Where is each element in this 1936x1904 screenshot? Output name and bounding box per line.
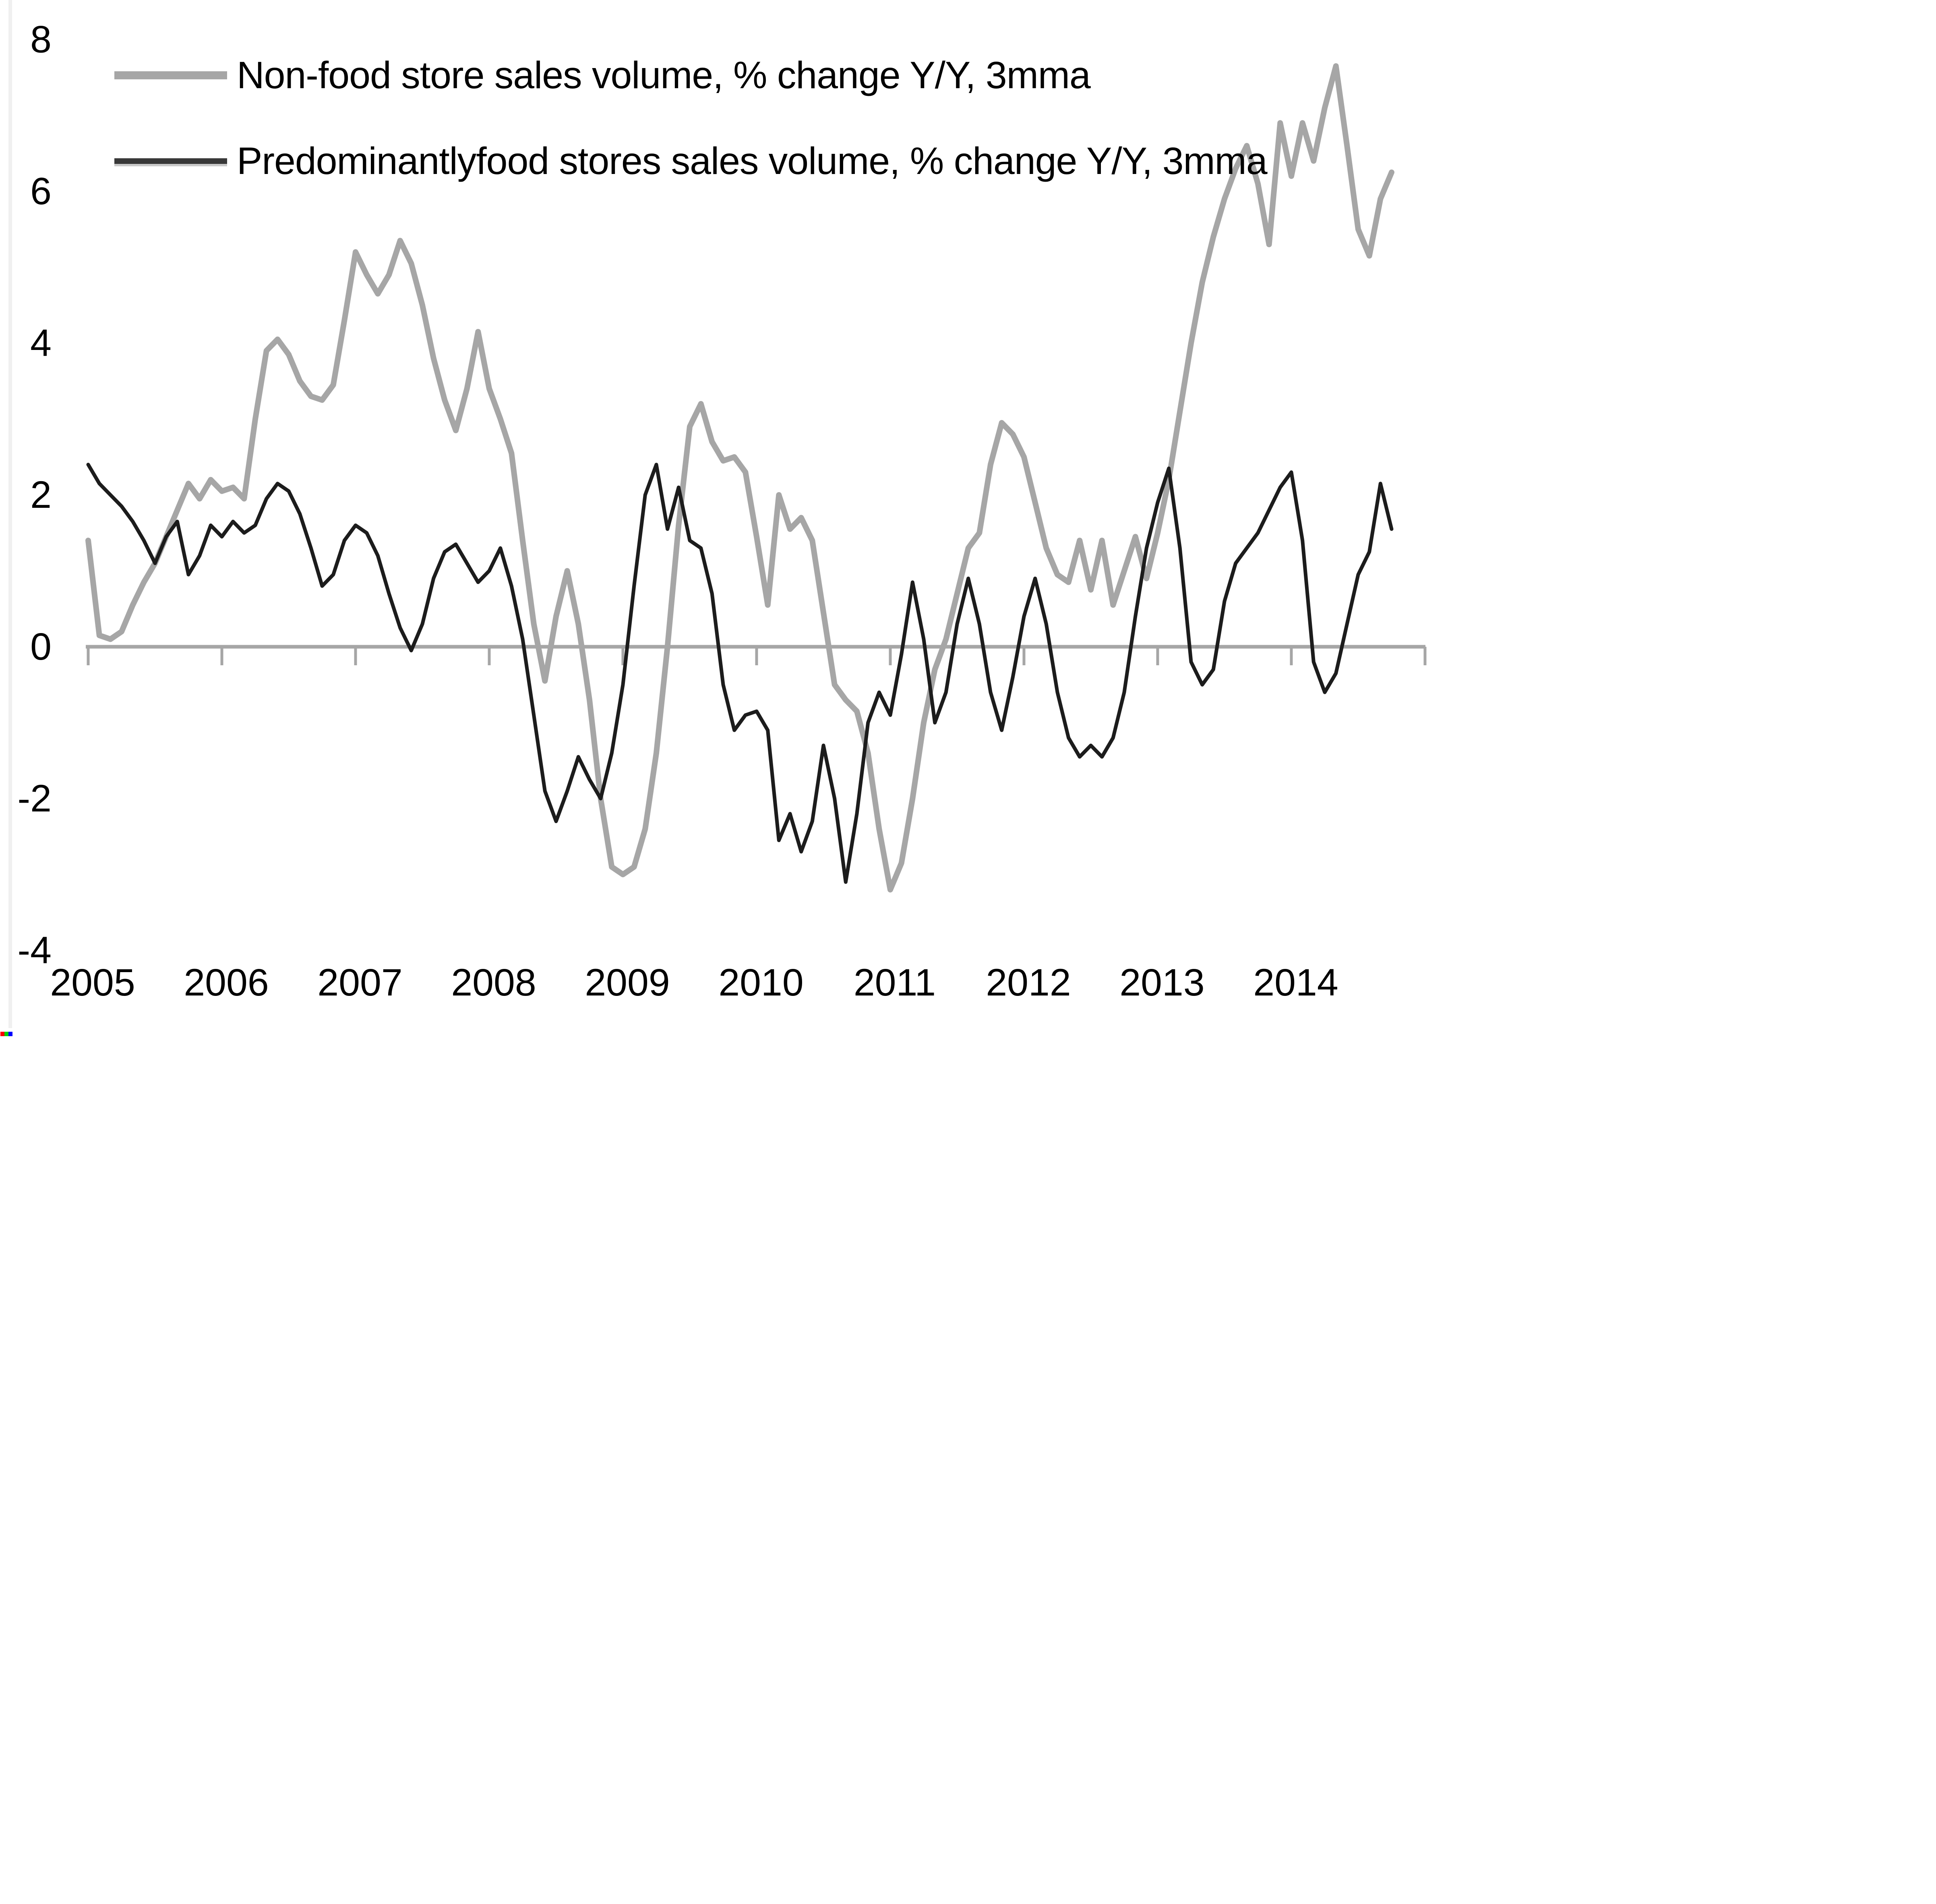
rgb-artifact-green xyxy=(4,1032,8,1036)
x-axis-tick-label: 2005 xyxy=(50,961,135,1004)
x-axis-tick-label: 2011 xyxy=(853,961,936,1004)
x-axis-tick-label: 2006 xyxy=(184,961,269,1004)
y-axis-tick-label: -2 xyxy=(17,777,52,820)
legend-line-swatch-food xyxy=(114,158,227,164)
rgb-artifact-marker xyxy=(0,1032,12,1036)
y-axis-tick-label: 4 xyxy=(30,322,52,364)
legend-item-nonfood: Non-food store sales volume, % change Y/… xyxy=(114,45,1091,106)
x-axis-tick-label: 2013 xyxy=(1119,961,1205,1004)
x-axis-tick-label: 2012 xyxy=(986,961,1071,1004)
rgb-artifact-blue xyxy=(8,1032,12,1036)
series-line-nonfood xyxy=(85,63,1394,893)
x-axis-tick-label: 2008 xyxy=(451,961,536,1004)
y-axis-tick-label: 6 xyxy=(30,170,52,213)
series-line-food xyxy=(86,463,1394,884)
y-axis-tick-label: -4 xyxy=(17,929,52,972)
x-axis-tick-label: 2009 xyxy=(585,961,670,1004)
legend-line-swatch-nonfood xyxy=(114,71,227,79)
x-axis-tick-label: 2007 xyxy=(317,961,403,1004)
legend-label-food: Predominantlyfood stores sales volume, %… xyxy=(237,139,1268,182)
y-axis-tick-label: 8 xyxy=(30,18,52,61)
x-axis-tick-label: 2014 xyxy=(1253,961,1338,1004)
y-axis-tick-label: 0 xyxy=(30,625,52,668)
x-axis-tick-label: 2010 xyxy=(718,961,804,1004)
y-axis-tick-label: 2 xyxy=(30,474,52,516)
left-edge-strip xyxy=(8,0,12,1028)
legend-item-food: Predominantlyfood stores sales volume, %… xyxy=(114,131,1268,191)
legend-label-nonfood: Non-food store sales volume, % change Y/… xyxy=(237,54,1091,97)
rgb-artifact-red xyxy=(0,1032,4,1036)
